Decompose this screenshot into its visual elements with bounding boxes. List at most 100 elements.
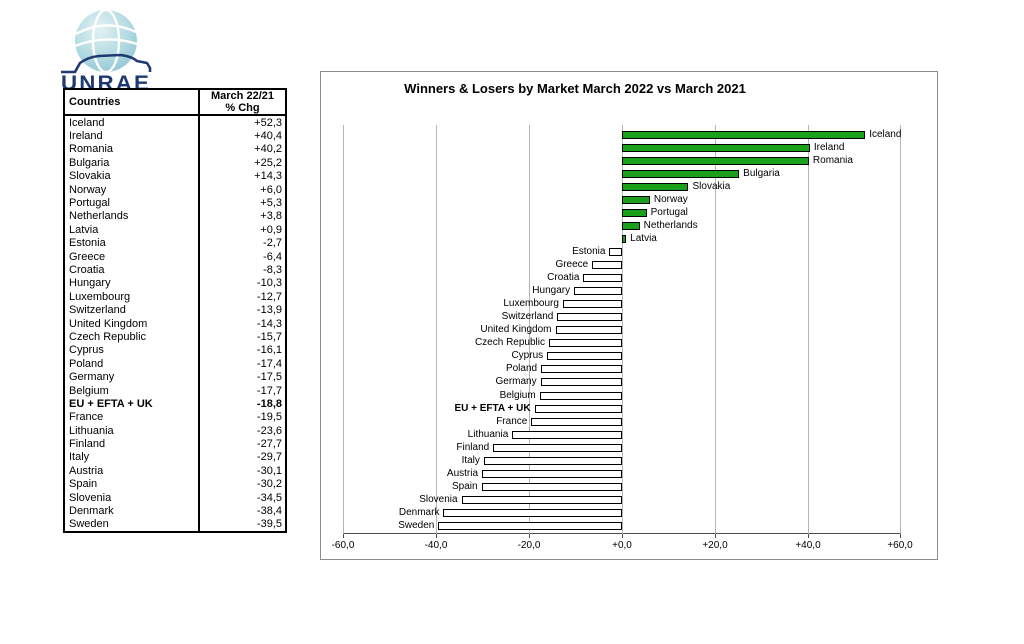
- bar-sweden: [438, 522, 622, 530]
- bar-label: United Kingdom: [480, 324, 552, 336]
- bar-italy: [483, 456, 622, 465]
- table-cell-country: Greece: [65, 249, 200, 264]
- table-cell-chg: -10,3: [256, 277, 282, 290]
- bar-bulgaria: [622, 169, 740, 178]
- bar-label: Italy: [461, 454, 480, 466]
- bar-label: Luxembourg: [503, 298, 559, 310]
- x-axis-tick-label: -40,0: [424, 540, 448, 551]
- table-cell-country: Poland: [65, 357, 200, 371]
- bar-romania: [622, 156, 809, 165]
- table-body: Iceland +52,3 Ireland +40,4 Romania +40,2 Bulg…: [65, 116, 285, 532]
- table-header-countries: Countries: [65, 90, 200, 114]
- bar-label: Poland: [505, 363, 538, 375]
- table-row: Norway +6,0: [65, 182, 285, 197]
- table-cell-country: Bulgaria: [65, 156, 200, 170]
- bar-ireland: [622, 143, 810, 152]
- table-header-row: Countries March 22/21 % Chg: [65, 90, 285, 116]
- bar-label: Netherlands: [643, 219, 698, 231]
- x-axis-tick-label: +60,0: [887, 540, 913, 551]
- bar-label: Slovakia: [692, 180, 731, 192]
- table-row: Netherlands +3,8: [65, 209, 285, 224]
- table-header-chg-line2: % Chg: [225, 102, 260, 114]
- table-row: Hungary -10,3: [65, 276, 285, 291]
- table-cell-country: Portugal: [65, 196, 200, 210]
- table-row: Cyprus -16,1: [65, 343, 285, 358]
- x-axis-tick-label: +0,0: [612, 540, 632, 551]
- table-cell-chg: -13,9: [256, 304, 282, 317]
- table-cell-chg: -18,8: [256, 397, 282, 410]
- table-row: Italy -29,7: [65, 450, 285, 465]
- bar-label: Austria: [446, 467, 479, 479]
- table-row: Latvia +0,9: [65, 223, 285, 237]
- chart-plot-area: -60,0 -40,0 -20,0 +0,0 +20,0 +40,0 +60,0 Icelan…: [332, 125, 913, 551]
- table-cell-chg: -17,4: [256, 357, 282, 370]
- bar-label: EU + EFTA + UK: [454, 402, 531, 414]
- table-cell-chg: +25,2: [254, 156, 282, 169]
- table-row: Bulgaria +25,2: [65, 156, 285, 170]
- table-row: Denmark -38,4: [65, 504, 285, 518]
- bar-label: Sweden: [398, 520, 435, 531]
- table-row: United Kingdom -14,3: [65, 316, 285, 331]
- table-cell-country: Romania: [65, 142, 200, 157]
- table-cell-chg: +52,3: [254, 116, 282, 129]
- table-row: Greece -6,4: [65, 249, 285, 264]
- bar-austria: [482, 469, 622, 478]
- x-axis-tick-label: -20,0: [517, 540, 541, 551]
- table-cell-chg: -8,3: [263, 263, 282, 276]
- bar-label: Germany: [495, 376, 537, 388]
- table-row: Iceland +52,3: [65, 116, 285, 130]
- table-cell-chg: -16,1: [256, 344, 282, 357]
- table-cell-country: Spain: [65, 477, 200, 491]
- bar-label: Iceland: [869, 128, 902, 140]
- table-row: Belgium -17,7: [65, 383, 285, 398]
- table-row: Czech Republic -15,7: [65, 330, 285, 344]
- table-cell-country: Czech Republic: [65, 330, 200, 344]
- table-cell-country: Netherlands: [65, 209, 200, 224]
- bar-label: Slovenia: [419, 493, 458, 505]
- bar-netherlands: [622, 221, 640, 230]
- table-row: Germany -17,5: [65, 370, 285, 384]
- table-row: EU + EFTA + UK -18,8: [65, 397, 285, 411]
- table-cell-chg: -2,7: [263, 237, 282, 250]
- country-change-table: Countries March 22/21 % Chg Iceland +52,3…: [63, 88, 287, 534]
- table-row: Spain -30,2: [65, 477, 285, 491]
- table-header-chg-line1: March 22/21: [211, 90, 274, 102]
- axis-tick: [529, 534, 530, 538]
- chart-title: Winners & Losers by Market March 2022 vs…: [404, 81, 746, 96]
- table-cell-chg: -30,1: [256, 464, 282, 477]
- bar-slovenia: [461, 495, 622, 504]
- bar-eu-efta-uk: [534, 404, 622, 413]
- bar-label: France: [496, 415, 528, 427]
- gridline: [436, 125, 437, 534]
- table-cell-country: Hungary: [65, 276, 200, 291]
- table-row: Slovenia -34,5: [65, 490, 285, 505]
- bar-germany: [540, 378, 622, 387]
- table-cell-chg: +14,3: [254, 170, 282, 183]
- table-cell-country: Estonia: [65, 236, 200, 250]
- table-row: Switzerland -13,9: [65, 303, 285, 317]
- table-cell-chg: +3,8: [260, 210, 282, 223]
- bar-label: Romania: [812, 154, 853, 166]
- bar-label: Switzerland: [501, 311, 554, 323]
- table-row: Lithuania -23,6: [65, 423, 285, 438]
- table-cell-chg: +40,2: [254, 143, 282, 156]
- table-cell-chg: -39,5: [256, 518, 282, 531]
- bar-cyprus: [547, 352, 622, 361]
- table-cell-chg: -34,5: [256, 491, 282, 504]
- table-cell-country: Norway: [65, 182, 200, 197]
- bar-norway: [622, 195, 650, 204]
- axis-tick: [343, 534, 344, 538]
- table-cell-chg: +6,0: [260, 183, 282, 196]
- table-cell-country: Italy: [65, 450, 200, 465]
- table-cell-chg: -23,6: [256, 424, 282, 437]
- globe-icon: [74, 8, 138, 74]
- bar-iceland: [622, 130, 866, 139]
- bar-label: Portugal: [650, 206, 688, 218]
- table-cell-chg: +40,4: [254, 130, 282, 143]
- bar-label: Ireland: [813, 141, 845, 153]
- bar-label: Bulgaria: [743, 167, 780, 179]
- bar-denmark: [443, 508, 622, 517]
- bar-lithuania: [512, 430, 622, 439]
- table-cell-chg: -17,7: [256, 384, 282, 397]
